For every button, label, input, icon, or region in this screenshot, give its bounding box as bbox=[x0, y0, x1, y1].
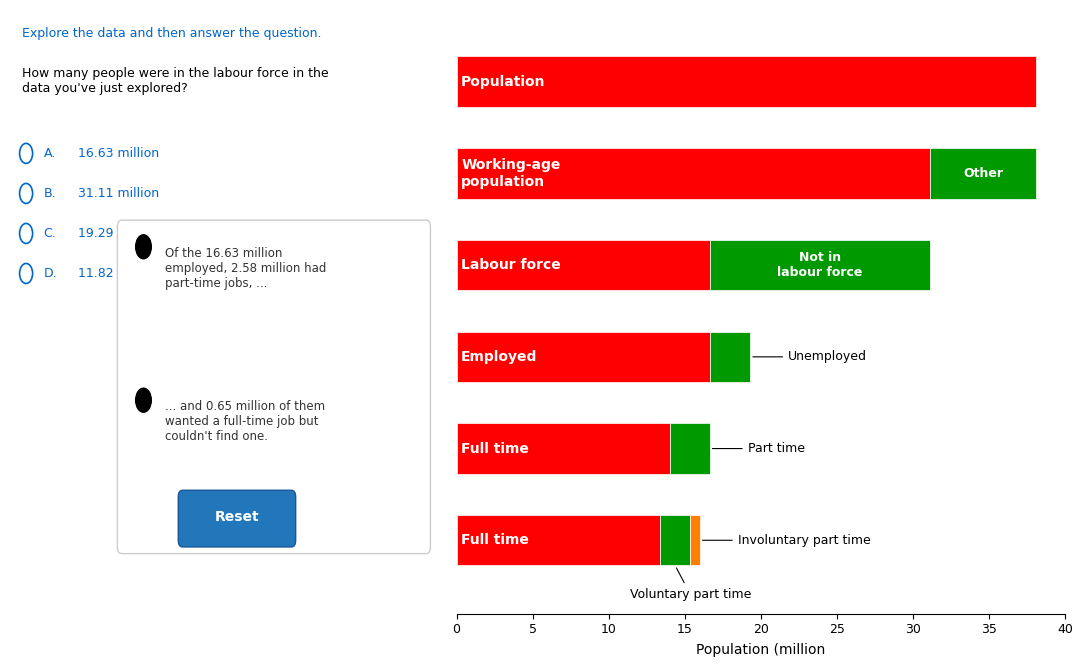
Bar bbox=[457, 424, 671, 474]
Text: How many people were in the labour force in the
data you've just explored?: How many people were in the labour force… bbox=[22, 67, 328, 95]
Bar bbox=[710, 331, 750, 382]
Text: Labour force: Labour force bbox=[461, 258, 561, 272]
Text: C.: C. bbox=[43, 227, 57, 240]
Bar bbox=[930, 148, 1036, 199]
Text: Population: Population bbox=[461, 75, 546, 89]
Text: Reset: Reset bbox=[214, 510, 260, 524]
Text: 19.29 million: 19.29 million bbox=[78, 227, 160, 240]
Circle shape bbox=[136, 388, 151, 412]
Bar bbox=[457, 57, 1037, 107]
Bar bbox=[457, 515, 661, 566]
Text: Full time: Full time bbox=[461, 534, 529, 547]
Text: Unemployed: Unemployed bbox=[753, 350, 867, 364]
Bar bbox=[457, 331, 710, 382]
X-axis label: Population (million: Population (million bbox=[697, 643, 825, 657]
Text: A.: A. bbox=[43, 147, 55, 160]
Text: Voluntary part time: Voluntary part time bbox=[629, 568, 751, 601]
Text: 11.82 million: 11.82 million bbox=[78, 267, 160, 280]
Text: Other: Other bbox=[963, 167, 1003, 180]
FancyBboxPatch shape bbox=[178, 490, 296, 547]
Bar bbox=[690, 515, 700, 566]
Text: Involuntary part time: Involuntary part time bbox=[702, 534, 871, 547]
Bar bbox=[457, 240, 710, 290]
Text: 16.63 million: 16.63 million bbox=[78, 147, 160, 160]
Bar bbox=[661, 515, 690, 566]
Text: Explore the data and then answer the question.: Explore the data and then answer the que… bbox=[22, 27, 322, 39]
Circle shape bbox=[136, 235, 151, 259]
FancyBboxPatch shape bbox=[117, 220, 430, 554]
Text: Full time: Full time bbox=[461, 442, 529, 456]
Bar bbox=[671, 424, 710, 474]
Text: Not in
labour force: Not in labour force bbox=[777, 251, 862, 279]
Bar bbox=[710, 240, 930, 290]
Text: 31.11 million: 31.11 million bbox=[78, 187, 160, 200]
Text: Of the 16.63 million
employed, 2.58 million had
part-time jobs, ...: Of the 16.63 million employed, 2.58 mill… bbox=[165, 247, 326, 289]
Text: B.: B. bbox=[43, 187, 57, 200]
Bar bbox=[457, 148, 930, 199]
Text: Part time: Part time bbox=[712, 442, 804, 455]
Text: ... and 0.65 million of them
wanted a full-time job but
couldn't find one.: ... and 0.65 million of them wanted a fu… bbox=[165, 400, 325, 443]
Text: D.: D. bbox=[43, 267, 58, 280]
Text: Working-age
population: Working-age population bbox=[461, 158, 561, 189]
Text: Employed: Employed bbox=[461, 350, 537, 364]
